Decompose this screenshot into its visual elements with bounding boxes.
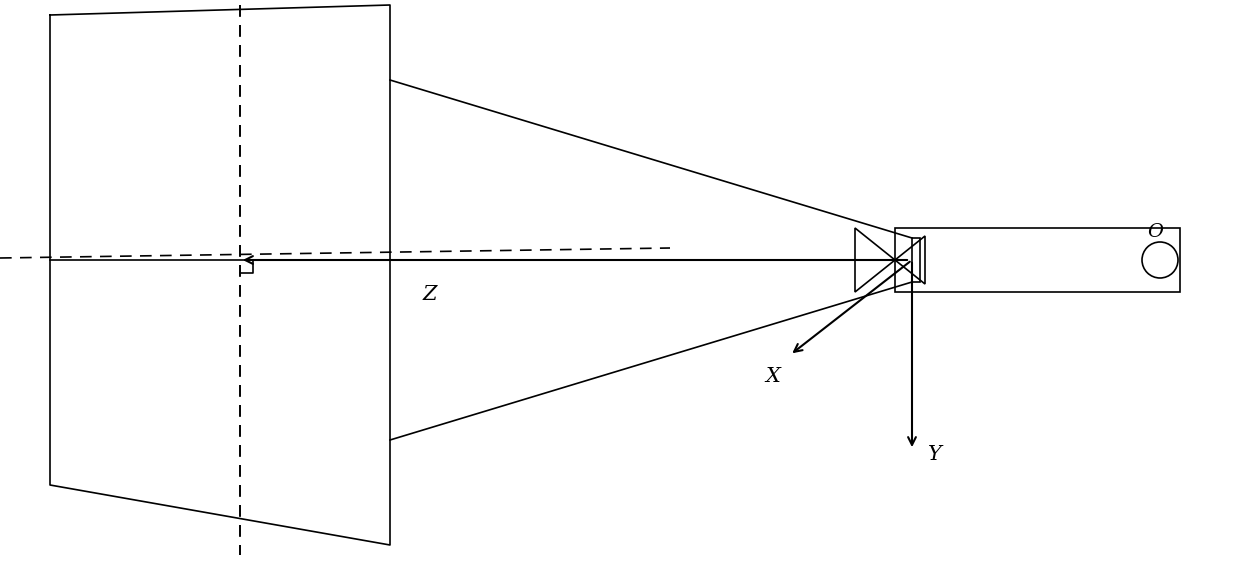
Text: O: O xyxy=(1147,223,1163,241)
Text: X: X xyxy=(766,367,781,387)
Bar xyxy=(895,228,1180,292)
Bar xyxy=(912,238,921,282)
Text: Y: Y xyxy=(928,445,942,465)
Text: Z: Z xyxy=(422,285,437,305)
